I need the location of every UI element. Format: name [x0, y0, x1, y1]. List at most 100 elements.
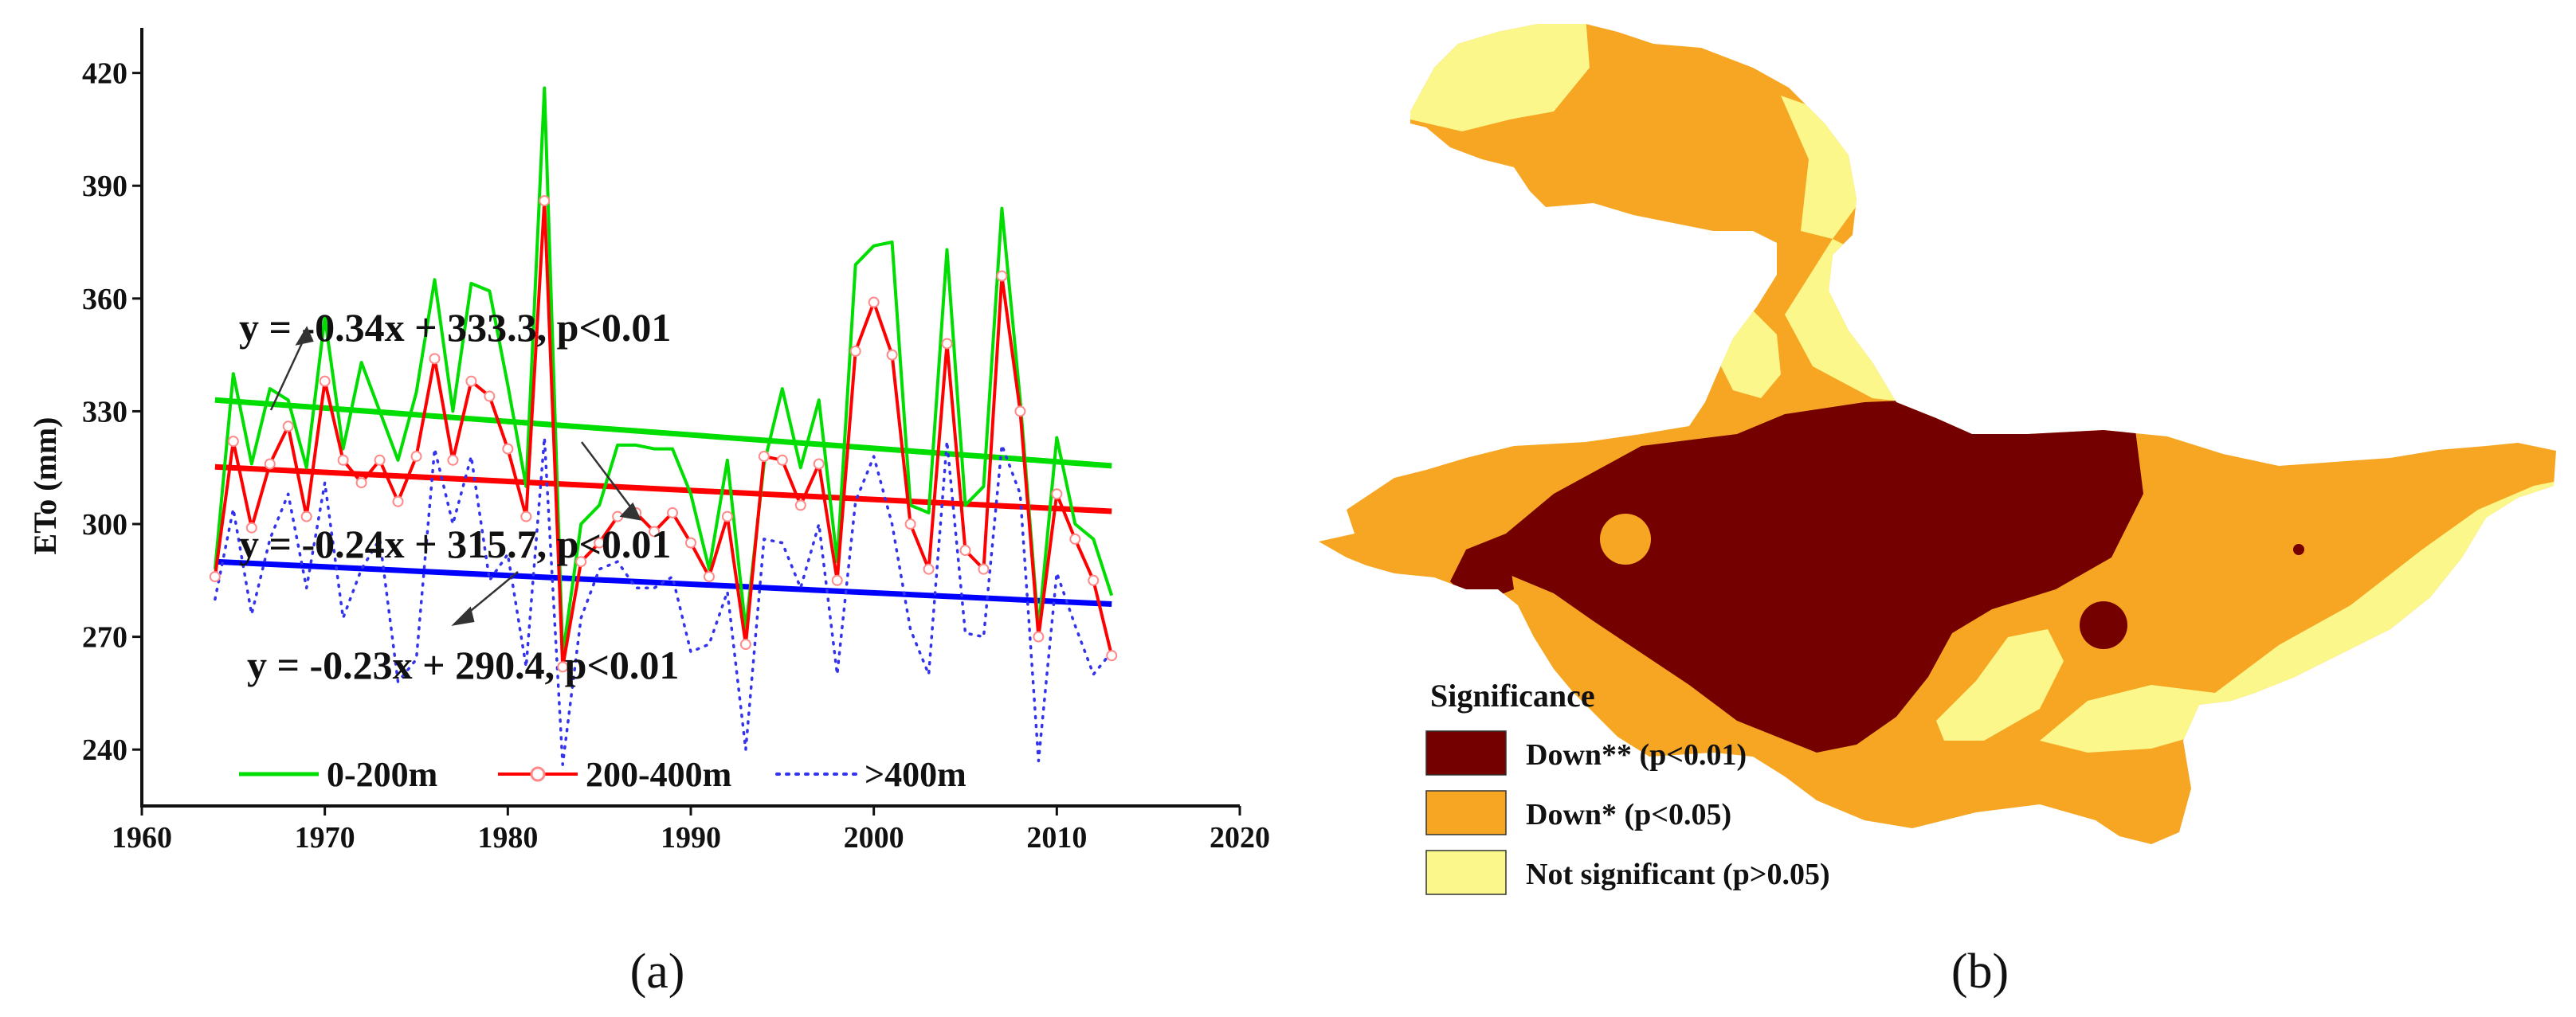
point-200-400m-2009	[1033, 631, 1045, 643]
point-200-400m-1976	[429, 353, 441, 365]
y-tick-label-360: 360	[82, 283, 127, 316]
point-200-400m-2001	[886, 349, 898, 361]
legend-item-200-400m: 200-400m	[498, 755, 731, 794]
x-tick-label-1970: 1970	[295, 821, 355, 855]
pointer-0-200m	[269, 332, 308, 411]
series-line-0-200m	[213, 86, 1114, 658]
region-not-significant-south	[2040, 685, 2215, 753]
point-200-400m-1973	[374, 454, 386, 466]
point-200-400m-1997	[813, 458, 825, 470]
x-tick-label-2010: 2010	[1026, 821, 1087, 855]
y-tick-label-390: 390	[82, 170, 127, 203]
point-200-400m-2003	[923, 563, 935, 575]
point-200-400m-2011	[1069, 533, 1081, 545]
point-200-400m-1965	[227, 436, 239, 448]
equation-200-400m: y = -0.24x + 315.7, p<0.01	[239, 522, 671, 566]
trendlines	[214, 397, 1112, 608]
point-200-400m-2012	[1088, 574, 1100, 586]
point-200-400m-1964	[209, 571, 221, 583]
panel-label-a: (a)	[630, 945, 685, 999]
legend-swatch-down-p005	[1425, 790, 1507, 835]
point-200-400m-1984	[575, 556, 587, 568]
equation-0-200m: y = -0.34x + 333.3, p<0.01	[239, 305, 671, 350]
point-200-400m-1970	[319, 375, 331, 387]
point-200-400m-1974	[392, 495, 404, 507]
legend-label-0-200m: 0-200m	[327, 755, 437, 794]
point-200-400m-2002	[904, 518, 916, 530]
y-axis-label: ETo (mm)	[27, 417, 63, 555]
equation-pointers	[269, 326, 642, 626]
point-200-400m-1993	[739, 639, 751, 651]
point-200-400m-1980	[502, 443, 514, 455]
y-ticks: 240 270 300 330 360 390 420	[82, 57, 142, 767]
point-200-400m-1992	[721, 510, 733, 522]
point-200-400m-2010	[1051, 488, 1063, 500]
x-tick-label-1980: 1980	[477, 821, 538, 855]
pointer-200-400m	[581, 441, 638, 517]
legend-label-over-400m: >400m	[865, 755, 966, 794]
point-200-400m-2000	[868, 296, 880, 308]
point-200-400m-1968	[282, 420, 294, 432]
point-200-400m-1990	[685, 537, 696, 549]
point-200-400m-1999	[849, 345, 861, 357]
region-not-significant-bubble	[1936, 629, 2064, 741]
equation-over-400m: y = -0.23x + 290.4, p<0.01	[247, 643, 679, 687]
y-tick-label-330: 330	[82, 395, 127, 428]
point-200-400m-1985	[594, 537, 606, 549]
point-200-400m-1969	[300, 510, 312, 522]
legend-swatch-not-significant	[1425, 850, 1507, 895]
pointer-head-200-400m	[619, 502, 642, 521]
series-line-over-400m	[214, 436, 1113, 766]
legend-label-down-p005: Down* (p<0.05)	[1526, 798, 1731, 831]
point-200-400m-1981	[520, 510, 532, 522]
y-tick-label-420: 420	[82, 57, 127, 91]
x-ticks: 1960 1970 1980 1990 2000 2010 2020	[112, 806, 1270, 855]
point-200-400m-1971	[337, 454, 349, 466]
map-legend: Significance Down** (p<0.01) Down* (p<0.…	[1425, 678, 1830, 895]
region-down-p001-west	[1450, 534, 1514, 605]
panel-label-b: (b)	[1951, 945, 2009, 999]
legend-swatch-down-p001	[1425, 730, 1507, 776]
point-200-400m-2008	[1014, 405, 1026, 417]
map-legend-title: Significance	[1430, 678, 1595, 714]
x-tick-label-2020: 2020	[1210, 821, 1270, 855]
trendline-200-400m	[214, 464, 1112, 514]
x-tick-label-1960: 1960	[112, 821, 172, 855]
eto-line-chart: 240 270 300 330 360 390 420 1960 1970 1980 1990 20…	[27, 28, 1270, 999]
point-200-400m-2004	[941, 338, 953, 350]
region-down-p001-spot-east	[2293, 544, 2304, 555]
legend-marker-200-400m	[530, 766, 546, 782]
region-down-p001-spot-center	[2080, 601, 2127, 649]
point-200-400m-1975	[410, 451, 422, 463]
point-200-400m-1991	[703, 571, 715, 583]
point-200-400m-1979	[484, 390, 496, 402]
point-200-400m-1988	[649, 526, 661, 538]
point-200-400m-2005	[959, 545, 971, 557]
x-tick-label-2000: 2000	[844, 821, 904, 855]
point-200-400m-1978	[465, 375, 477, 387]
point-200-400m-1989	[667, 507, 679, 518]
region-down-p005-spot-west	[1600, 514, 1651, 565]
point-200-400m-1995	[776, 454, 788, 466]
legend-label-200-400m: 200-400m	[586, 755, 731, 794]
legend-label-down-p001: Down** (p<0.01)	[1526, 738, 1747, 772]
chart-legend: 0-200m 200-400m >400m	[239, 755, 966, 794]
legend-item-0-200m: 0-200m	[239, 755, 437, 794]
region-down-p001-spot-south	[2193, 767, 2237, 834]
y-tick-label-270: 270	[82, 621, 127, 655]
legend-item-over-400m: >400m	[775, 755, 966, 794]
significance-map: Significance Down** (p<0.01) Down* (p<0.…	[1319, 24, 2556, 999]
point-200-400m-2007	[996, 270, 1008, 282]
point-200-400m-1982	[539, 195, 551, 207]
point-200-400m-1983	[557, 661, 569, 673]
y-tick-label-300: 300	[82, 508, 127, 542]
point-200-400m-1966	[245, 522, 257, 534]
x-tick-label-1990: 1990	[661, 821, 721, 855]
legend-label-not-significant: Not significant (p>0.05)	[1526, 858, 1830, 891]
point-200-400m-1996	[794, 499, 806, 511]
pointer-head-0-200m	[295, 326, 314, 346]
pointer-head-over-400m	[451, 606, 475, 626]
point-200-400m-1972	[355, 477, 367, 489]
point-200-400m-1977	[447, 454, 459, 466]
